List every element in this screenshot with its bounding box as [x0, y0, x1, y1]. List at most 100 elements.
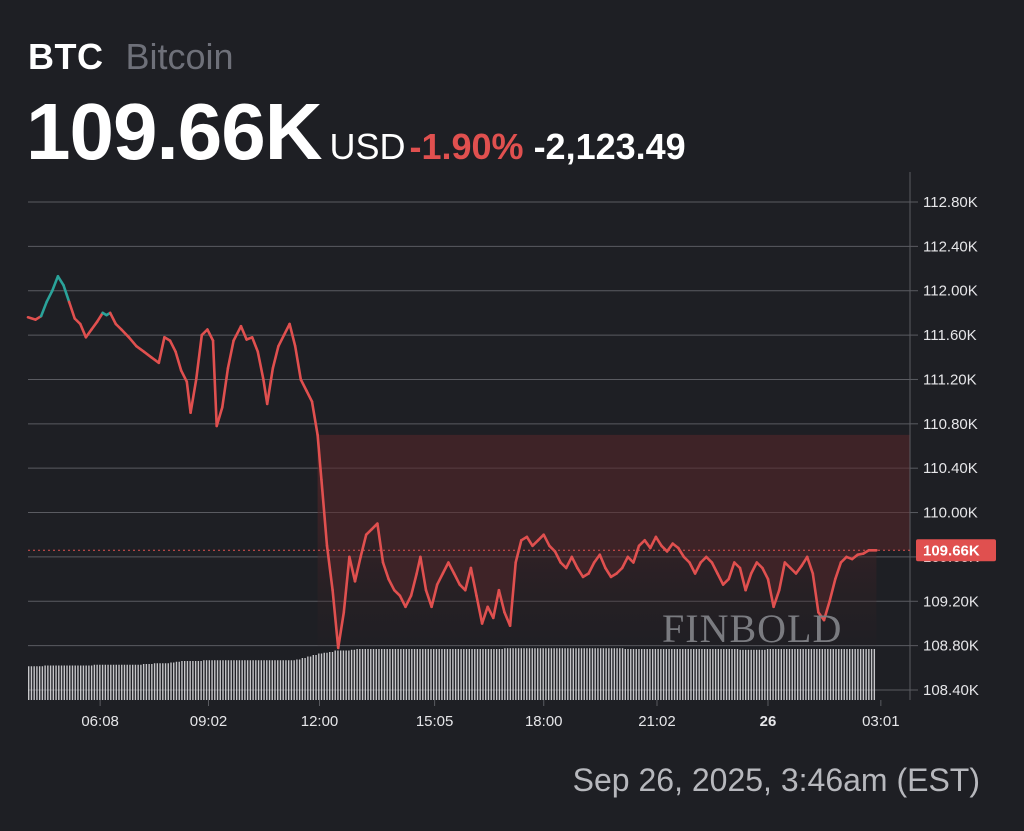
volume-bar — [200, 661, 202, 700]
area-fill — [317, 434, 911, 648]
volume-bar — [153, 663, 156, 700]
price-line-segment — [325, 544, 334, 592]
price-line-segment — [800, 555, 809, 568]
price-line-segment — [364, 527, 374, 537]
volume-bar — [350, 649, 353, 700]
volume-bar — [279, 660, 282, 700]
volume-bar — [854, 649, 856, 700]
volume-bar — [339, 650, 342, 700]
price-line-segment — [67, 300, 76, 320]
volume-bar — [263, 660, 265, 700]
volume-bar — [82, 665, 85, 700]
volume-bar — [695, 649, 698, 700]
volume-bar — [446, 649, 449, 700]
volume-bar — [170, 662, 172, 700]
volume-bar — [498, 649, 501, 700]
volume-bar — [367, 649, 369, 700]
volume-bar — [829, 649, 832, 700]
y-tick-label: 108.80K — [923, 638, 979, 655]
volume-bar — [326, 652, 328, 700]
volume-bar — [610, 648, 613, 700]
volume-bar — [452, 649, 454, 700]
volume-bar — [550, 648, 553, 700]
price-line-segment — [127, 335, 138, 348]
volume-bar — [537, 648, 539, 700]
area-fill-upper — [317, 434, 911, 648]
price-header: 109.66K USD -1.90% -2,123.49 — [26, 86, 686, 178]
price-line-segment — [239, 324, 248, 341]
volume-bar — [490, 649, 492, 700]
volume-bar — [703, 649, 706, 700]
volume-bar — [851, 649, 854, 700]
y-tick-label: 111.60K — [923, 327, 977, 344]
price-line-segment — [215, 405, 224, 428]
volume-bar — [293, 660, 295, 700]
volume-bar — [835, 649, 837, 700]
volume-bar — [66, 665, 68, 700]
volume-bar — [359, 649, 361, 700]
area-fill-path — [317, 434, 877, 648]
price-line-segment — [265, 367, 275, 406]
volume-bar — [115, 664, 117, 700]
volume-bar — [750, 649, 752, 700]
price-line-segment — [90, 320, 99, 331]
volume-bar — [38, 666, 41, 700]
ticker-symbol: BTC — [28, 36, 104, 77]
volume-bar — [123, 664, 126, 700]
volume-bar — [643, 649, 646, 700]
volume-bar — [205, 660, 208, 700]
volume-bar — [361, 649, 364, 700]
volume-bar — [345, 650, 347, 700]
price-line-segment — [277, 333, 286, 348]
volume-bar — [583, 648, 585, 700]
price-line-segment — [475, 594, 484, 625]
volume-bar — [512, 648, 514, 700]
volume-bar — [526, 648, 528, 700]
volume-bar — [495, 649, 498, 700]
volume-bar — [783, 649, 785, 700]
volume-bar — [840, 649, 843, 700]
volume-bar — [457, 649, 460, 700]
price-line-segment — [348, 555, 357, 583]
volume-bar — [788, 649, 791, 700]
volume-bar — [55, 665, 57, 700]
volume-bar — [197, 661, 200, 700]
volume-bar — [545, 648, 547, 700]
volume-bar — [807, 649, 810, 700]
price-line-segment — [211, 339, 218, 428]
price-line-segment — [721, 577, 731, 586]
price-line-segment — [699, 555, 708, 564]
volume-bar — [517, 648, 520, 700]
price-line-segment — [56, 274, 65, 287]
price-line-segment — [805, 555, 815, 575]
volume-bar — [712, 649, 714, 700]
volume-bar — [619, 648, 621, 700]
volume-bar — [112, 664, 115, 700]
volume-bar — [799, 649, 802, 700]
volume-bar — [266, 660, 268, 700]
volume-bar — [28, 666, 30, 700]
price-line-segment — [79, 322, 88, 339]
price-line-segment — [62, 283, 71, 304]
volume-bar — [413, 649, 416, 700]
volume-bar — [654, 649, 657, 700]
price-line-segment — [682, 555, 691, 564]
volume-bar — [651, 649, 654, 700]
price-line-segment — [310, 400, 319, 437]
price-line-segment — [316, 433, 323, 481]
volume-bar — [33, 666, 35, 700]
volume-bar — [569, 648, 572, 700]
price-line-segment — [305, 389, 314, 403]
volume-bar — [260, 660, 263, 700]
volume-bar — [668, 649, 670, 700]
volume-bar — [252, 660, 254, 700]
volume-bar — [331, 652, 334, 700]
volume-bar — [649, 649, 651, 700]
volume-bar — [463, 649, 465, 700]
volume-bar — [723, 649, 725, 700]
x-axis: 06:08 09:02 12:00 15:05 18:00 21:02 26 03:01 — [81, 700, 900, 730]
volume-bar — [777, 649, 780, 700]
volume-bar — [786, 649, 788, 700]
x-tick-label: 12:00 — [301, 713, 339, 730]
volume-bar — [186, 661, 189, 700]
